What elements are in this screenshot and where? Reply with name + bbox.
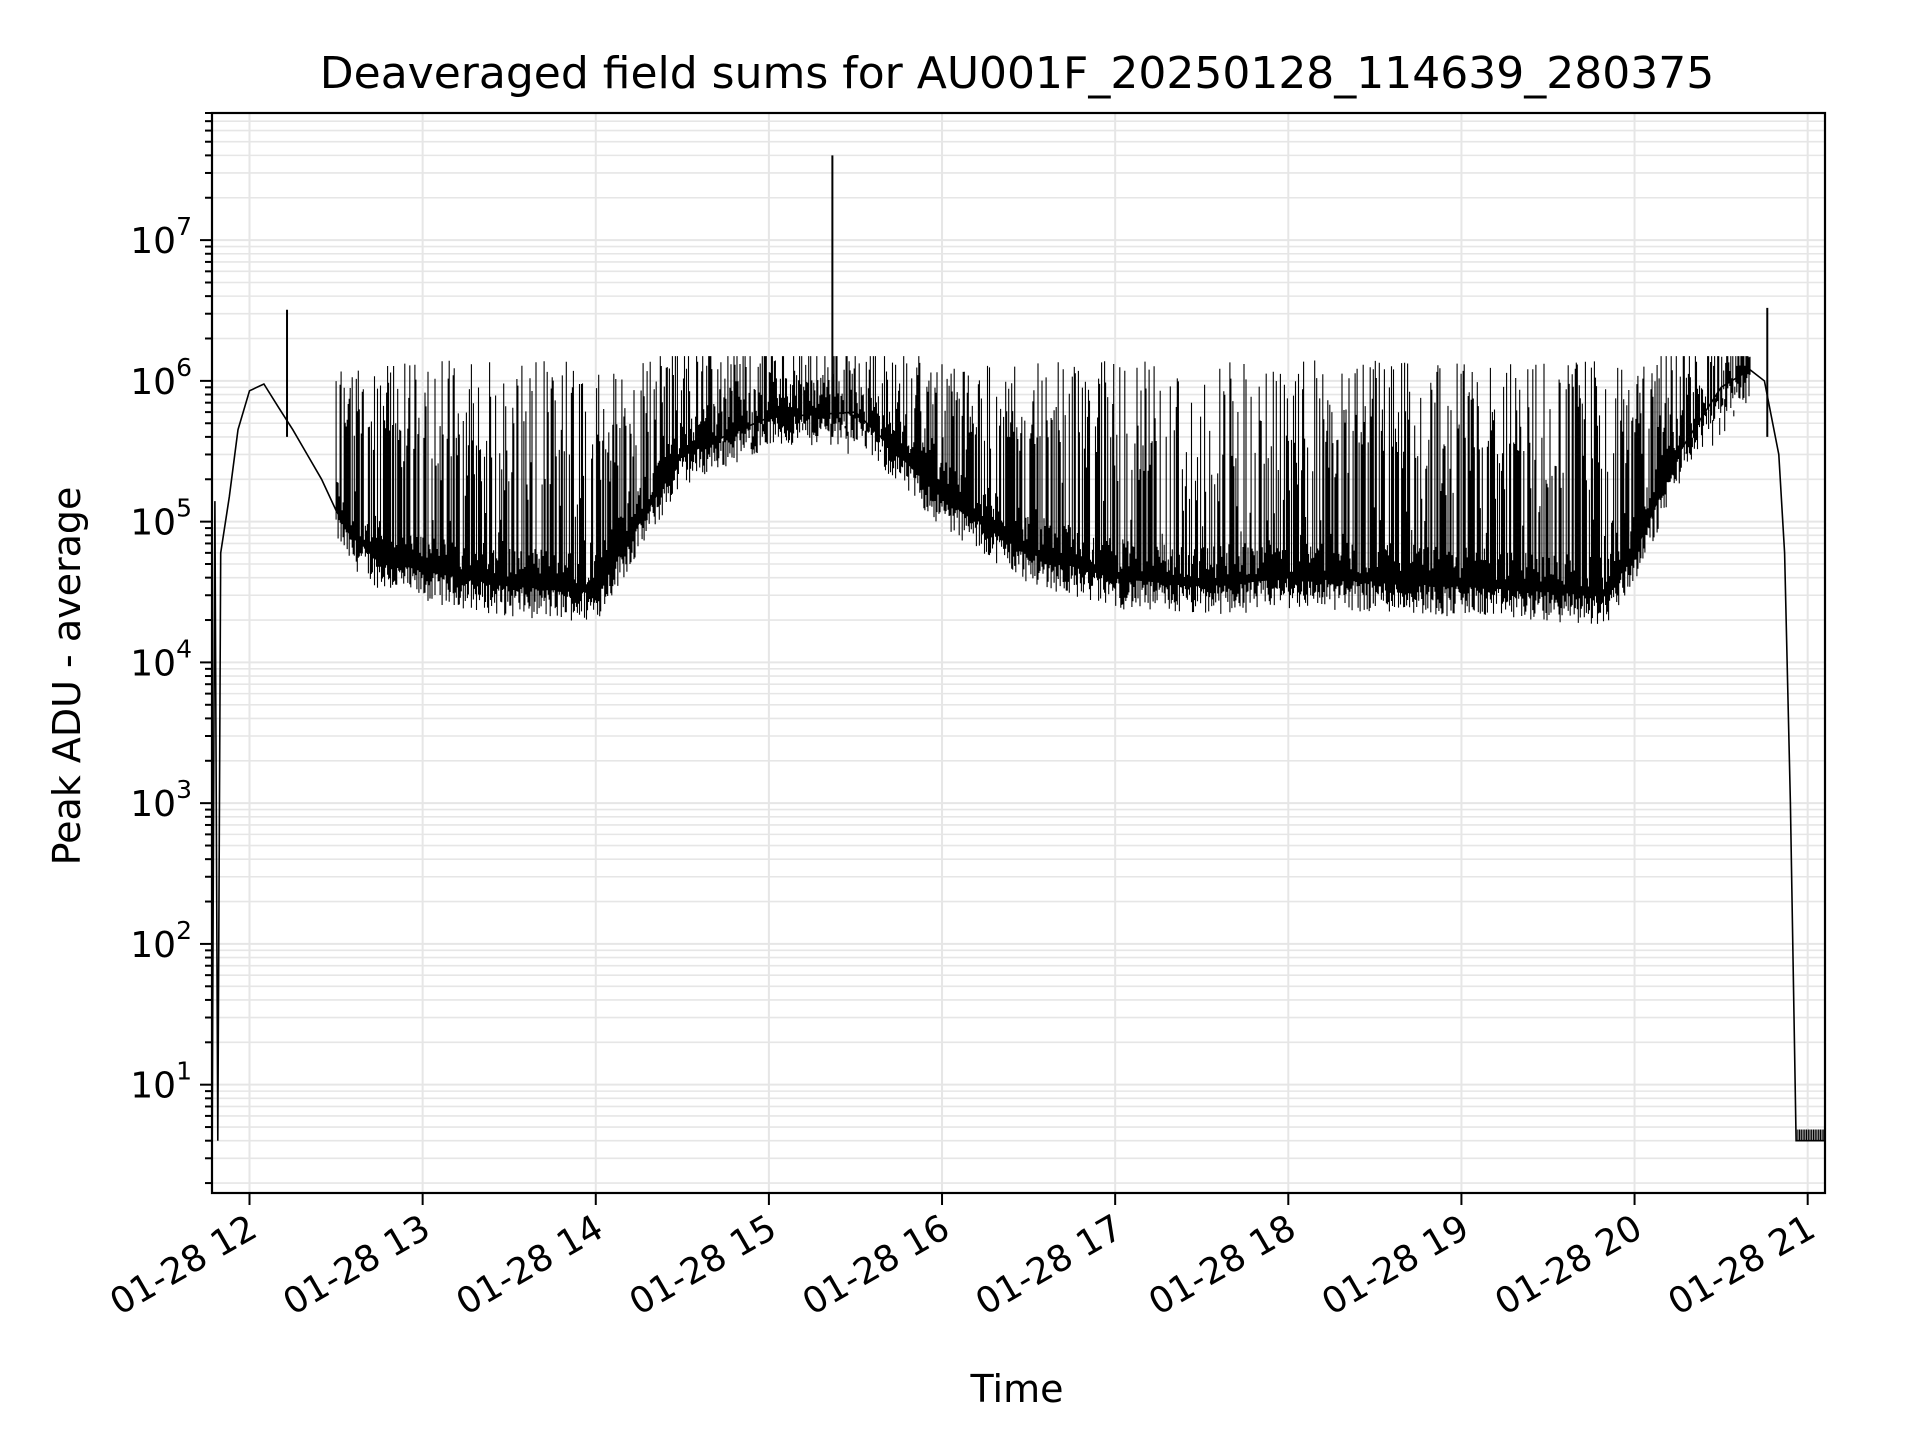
- y-tick-label: 107: [130, 212, 192, 262]
- data-noise-band: [335, 356, 1825, 1141]
- plot-frame: [210, 111, 1827, 1195]
- y-tick-label: 101: [130, 1057, 192, 1107]
- series-variability: [335, 356, 1751, 624]
- data-series: [211, 155, 1825, 1184]
- grid: [212, 112, 1825, 1193]
- y-tick-label: 105: [130, 494, 192, 544]
- series-line: [211, 368, 1825, 1184]
- chart-title: Deaveraged field sums for AU001F_2025012…: [320, 48, 1714, 99]
- y-axis-label: Peak ADU - average: [45, 487, 89, 866]
- y-tick-label: 104: [130, 634, 192, 684]
- y-axis-ticks: 101 102 103 104 105 106 107: [130, 112, 212, 1185]
- y-tick-label: 106: [130, 353, 192, 403]
- y-tick-label: 103: [130, 775, 192, 825]
- y-tick-label: 102: [130, 916, 192, 966]
- x-axis-label: Time: [970, 1367, 1064, 1411]
